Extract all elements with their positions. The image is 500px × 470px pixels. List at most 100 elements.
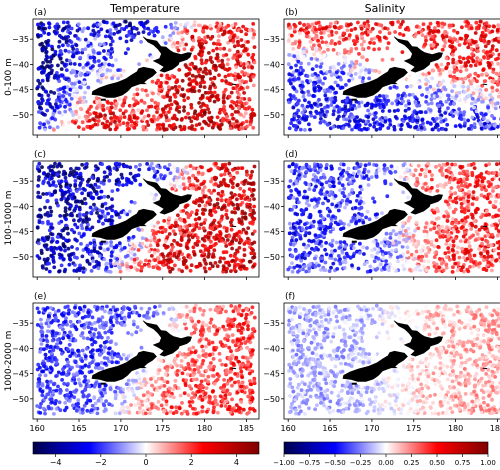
data-point: [201, 70, 206, 74]
data-point: [179, 127, 184, 132]
data-point: [425, 86, 429, 91]
data-point: [202, 221, 207, 225]
data-point: [214, 241, 218, 246]
axes-frame: [283, 18, 500, 136]
data-point: [137, 228, 142, 232]
data-point: [238, 100, 243, 105]
data-point: [43, 244, 48, 249]
data-point: [307, 122, 311, 127]
data-point: [486, 90, 491, 94]
data-point: [347, 119, 352, 123]
data-point: [187, 77, 192, 81]
data-point: [50, 192, 55, 197]
data-point: [243, 71, 248, 76]
data-point: [480, 83, 484, 88]
data-point: [310, 22, 315, 27]
data-point: [77, 80, 82, 84]
data-point: [145, 162, 150, 166]
data-point: [171, 229, 176, 234]
data-point: [464, 24, 469, 28]
data-point: [385, 46, 390, 51]
data-point: [497, 52, 500, 57]
data-point: [74, 171, 79, 176]
data-point: [217, 24, 222, 28]
data-point: [383, 118, 388, 123]
data-point: [150, 119, 155, 124]
data-point: [311, 94, 315, 98]
data-point: [233, 77, 238, 82]
data-point: [185, 88, 190, 93]
data-point: [325, 109, 329, 114]
data-point: [135, 92, 140, 97]
data-point: [445, 255, 449, 260]
data-point: [151, 232, 156, 237]
data-point: [50, 116, 54, 120]
data-point: [80, 162, 84, 167]
data-point: [45, 108, 50, 113]
data-point: [331, 48, 336, 52]
data-point: [465, 185, 470, 189]
data-point: [108, 28, 113, 32]
data-point: [216, 191, 221, 196]
data-point: [93, 243, 97, 248]
data-point: [382, 35, 387, 40]
data-point: [443, 40, 448, 45]
data-point: [410, 162, 415, 167]
data-point: [232, 33, 237, 38]
data-point: [205, 96, 210, 100]
data-point: [123, 51, 128, 56]
data-point: [229, 191, 234, 196]
data-point: [177, 175, 181, 180]
data-point: [58, 255, 63, 260]
data-point: [116, 177, 120, 182]
data-point: [207, 110, 212, 115]
data-point: [367, 162, 372, 166]
data-point: [236, 43, 241, 48]
data-point: [466, 202, 471, 207]
data-point: [194, 198, 199, 203]
data-point: [476, 84, 480, 89]
data-point: [104, 75, 109, 80]
data-point: [230, 218, 234, 222]
y-tick-label: −45: [12, 86, 29, 95]
data-point: [57, 92, 62, 97]
data-point: [490, 126, 494, 131]
data-point: [294, 124, 298, 128]
data-point: [496, 23, 500, 28]
data-point: [252, 229, 257, 234]
data-point: [233, 124, 238, 129]
data-point: [56, 63, 60, 68]
data-point: [330, 39, 334, 43]
data-point: [390, 101, 395, 106]
data-point: [359, 205, 364, 210]
data-point: [343, 48, 347, 52]
data-point: [180, 87, 185, 92]
data-point: [454, 94, 459, 98]
data-point: [485, 239, 490, 244]
data-point: [186, 234, 191, 239]
data-point: [46, 38, 51, 43]
data-point: [75, 199, 79, 204]
data-point: [66, 231, 70, 236]
data-point: [51, 164, 56, 169]
data-point: [482, 116, 486, 121]
data-point: [372, 69, 377, 73]
data-point: [224, 115, 229, 120]
y-tick-label: −35: [12, 177, 29, 186]
data-point: [218, 230, 222, 234]
data-point: [450, 95, 455, 100]
data-point: [419, 126, 424, 130]
data-point: [141, 30, 146, 34]
data-point: [207, 116, 211, 120]
data-point: [366, 183, 371, 187]
data-point: [226, 199, 231, 204]
data-point: [398, 227, 403, 232]
data-point: [339, 77, 343, 82]
data-point: [476, 74, 481, 78]
data-point: [387, 244, 392, 249]
data-point: [207, 198, 211, 203]
data-point: [242, 189, 246, 194]
data-point: [359, 100, 364, 105]
data-point: [172, 75, 177, 79]
data-point: [249, 173, 254, 178]
